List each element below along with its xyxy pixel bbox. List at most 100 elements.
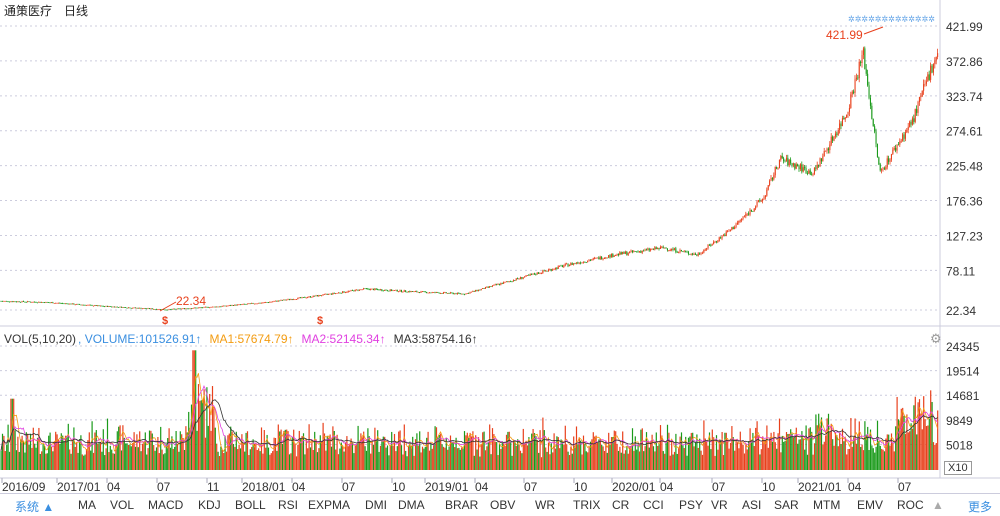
volume-bar [547, 442, 550, 470]
candle-body [371, 288, 373, 290]
volume-bar [556, 436, 558, 470]
system-tab[interactable]: 系统 ▲ [15, 500, 55, 514]
candle-body [21, 301, 23, 303]
candle-body [909, 121, 911, 127]
dividend-marker-icon: $ [317, 315, 323, 327]
volume-bar [871, 445, 873, 470]
collapse-icon[interactable]: ▲ [932, 498, 944, 512]
volume-bar [827, 413, 830, 470]
tab-psy[interactable]: PSY [679, 498, 704, 512]
volume-bar [221, 449, 223, 470]
candle-body [332, 292, 334, 295]
volume-bar [396, 446, 398, 470]
tab-macd[interactable]: MACD [148, 498, 184, 512]
tab-roc[interactable]: ROC [897, 498, 924, 512]
volume-bar [175, 431, 177, 470]
volume-bar [878, 440, 880, 470]
candle-body [865, 69, 867, 74]
tab-vol[interactable]: VOL [110, 498, 135, 512]
candle-body [574, 263, 576, 265]
candle-body [192, 308, 194, 309]
tab-sar[interactable]: SAR [774, 498, 799, 512]
candle-body [741, 218, 743, 221]
volume-bar [228, 433, 230, 470]
candle-body [4, 300, 6, 302]
volume-bar [419, 431, 421, 470]
volume-bar [269, 454, 271, 470]
candle-body [822, 156, 824, 162]
tab-cr[interactable]: CR [612, 498, 630, 512]
volume-bar [546, 451, 548, 470]
candle-body [568, 264, 570, 267]
tab-obv[interactable]: OBV [490, 498, 516, 512]
volume-bar [924, 419, 926, 470]
volume-bar [300, 438, 302, 470]
volume-bar [59, 443, 61, 470]
candle-body [386, 290, 388, 292]
candle-body [116, 306, 118, 308]
volume-bar [718, 439, 720, 470]
tab-wr[interactable]: WR [535, 498, 555, 512]
volume-bar [267, 447, 270, 470]
tab-boll[interactable]: BOLL [235, 498, 266, 512]
candle-body [651, 248, 653, 250]
candle-body [654, 247, 656, 250]
candle-body [384, 289, 386, 291]
candle-body [356, 289, 358, 291]
candle-body [589, 260, 591, 261]
candle-body [122, 307, 124, 308]
candle-body [325, 293, 327, 295]
tab-dma[interactable]: DMA [398, 498, 425, 512]
candle-body [696, 254, 698, 256]
date-tick-label: 10 [574, 480, 588, 494]
volume-bar [552, 452, 554, 470]
candle-body [742, 217, 744, 219]
tab-dmi[interactable]: DMI [365, 498, 387, 512]
settings-gear-icon[interactable]: ⚙ [930, 331, 942, 346]
tab-kdj[interactable]: KDJ [198, 498, 221, 512]
candle-body [480, 288, 482, 290]
volume-bar [770, 432, 772, 470]
tab-brar[interactable]: BRAR [445, 498, 479, 512]
volume-bar [36, 437, 39, 470]
candle-body [699, 253, 701, 255]
volume-bar [242, 443, 244, 470]
volume-bar [876, 420, 879, 470]
tab-expma[interactable]: EXPMA [308, 498, 351, 512]
tab-mtm[interactable]: MTM [813, 498, 841, 512]
candle-body [743, 216, 745, 218]
more-button[interactable]: 更多 [967, 500, 992, 514]
candle-body [739, 220, 741, 222]
date-tick-label: 07 [342, 480, 356, 494]
candle-body [1, 301, 3, 302]
candle-body [767, 185, 769, 190]
volume-bar [452, 441, 454, 470]
candle-body [260, 302, 262, 304]
tab-emv[interactable]: EMV [857, 498, 884, 512]
candle-body [525, 275, 527, 277]
candle-body [129, 307, 131, 309]
candle-body [472, 291, 474, 292]
candle-body [452, 292, 454, 295]
volume-bar [910, 423, 912, 470]
tab-cci[interactable]: CCI [643, 498, 664, 512]
volume-bar [260, 427, 263, 470]
tab-rsi[interactable]: RSI [278, 498, 299, 512]
volume-bar [15, 450, 18, 470]
tab-asi[interactable]: ASI [742, 498, 762, 512]
candle-body [140, 307, 142, 309]
candle-body [867, 73, 869, 86]
candle-body [270, 301, 272, 303]
candle-body [720, 237, 722, 239]
candle-body [385, 289, 387, 291]
volume-bar [542, 417, 544, 470]
volume-bar [245, 432, 247, 470]
candle-body [886, 158, 888, 168]
tab-ma[interactable]: MA [78, 498, 96, 512]
candle-body [410, 291, 412, 293]
volume-bar [55, 431, 57, 470]
tab-trix[interactable]: TRIX [573, 498, 601, 512]
candle-body [146, 308, 148, 310]
tab-vr[interactable]: VR [711, 498, 728, 512]
